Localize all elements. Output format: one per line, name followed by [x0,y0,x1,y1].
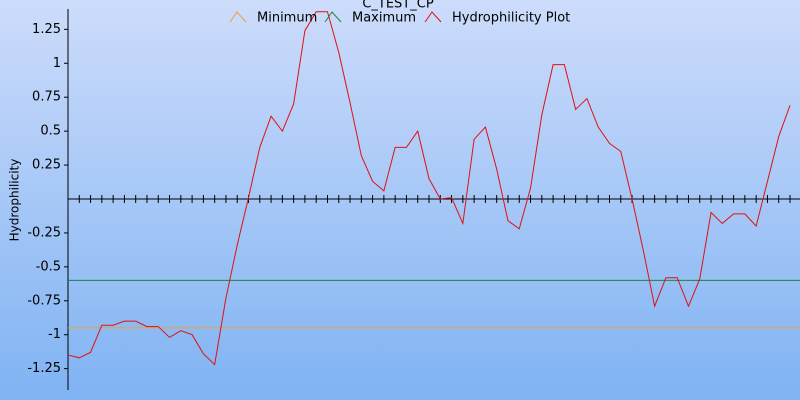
y-tick-label: 0.25 [32,158,61,173]
data-line [67,11,791,366]
y-tick-label: -1.25 [27,361,61,376]
legend-icon [229,11,247,23]
legend-icon [424,11,442,23]
y-axis-label: Hydrophilicity [8,159,22,242]
y-tick-label: 0.5 [40,124,61,139]
y-tick-label: 1.25 [32,22,61,37]
y-tick-label: -0.5 [36,259,61,274]
chart-title: C_TEST_CP [362,0,434,12]
y-tick-label: -0.25 [27,225,61,240]
y-tick-label: -0.75 [27,293,61,308]
legend-label: Hydrophilicity Plot [452,11,570,26]
legend-label: Maximum [352,11,416,26]
y-tick-label: 0.75 [32,90,61,105]
y-tick-label: 1 [53,56,61,71]
legend-label: Minimum [257,11,317,26]
legend-icon [324,11,342,23]
y-tick-label: -1 [48,327,61,342]
